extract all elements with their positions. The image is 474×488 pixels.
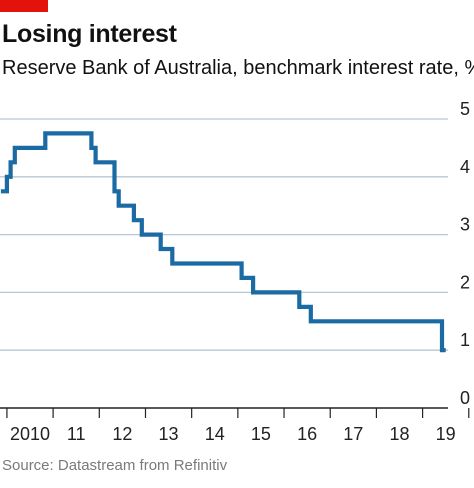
chart-title: Losing interest [2,20,177,48]
x-tick-label: 18 [389,424,409,444]
brand-tag [0,0,48,12]
x-tick-labels: 2010 11 12 13 14 15 16 17 18 19 [10,424,456,444]
y-tick-label: 1 [460,330,470,350]
y-tick-label: 0 [460,388,470,408]
y-tick-label: 3 [460,215,470,235]
source-note: Source: Datastream from Refinitiv [2,457,228,474]
chart-subtitle: Reserve Bank of Australia, benchmark int… [2,57,474,79]
x-tick-label: 13 [159,424,179,444]
x-tick-label: 15 [251,424,271,444]
series-line [0,131,446,353]
x-tick-label: 11 [67,424,86,444]
y-tick-label: 2 [460,272,470,292]
y-tick-label: 4 [460,157,470,177]
grid-lines [0,118,448,351]
x-tick-label: 17 [343,424,363,444]
y-tick-labels: 0 1 2 3 4 5 [460,99,470,408]
x-tick-label: 2010 [10,424,50,444]
y-tick-label: 5 [460,99,470,119]
x-tick-label: 14 [205,424,225,444]
x-tick-label: 12 [112,424,132,444]
x-tick-label: 19 [436,424,456,444]
x-axis [0,407,470,418]
x-tick-label: 16 [297,424,317,444]
